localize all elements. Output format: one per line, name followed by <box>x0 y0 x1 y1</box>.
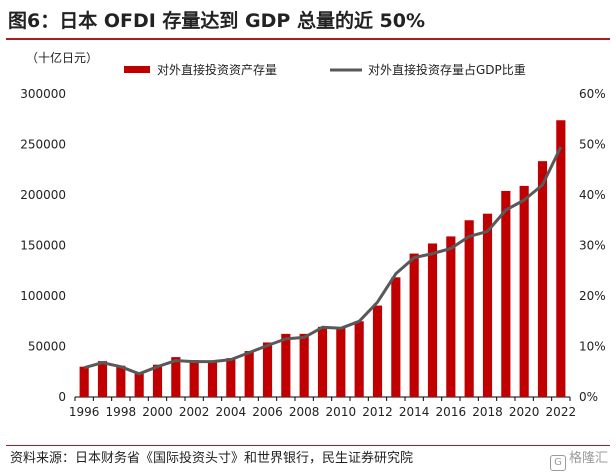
bar-1999 <box>134 372 144 397</box>
y-left-tick-label: 0 <box>58 390 66 404</box>
bar-2018 <box>482 213 493 397</box>
bar-2022 <box>556 120 566 397</box>
legend: 对外直接投资资产存量 对外直接投资存量占GDP比重 <box>124 62 526 77</box>
bar-2008 <box>299 333 309 397</box>
bar-2004 <box>226 358 236 397</box>
line-series <box>83 146 563 376</box>
bar-2012 <box>372 305 383 397</box>
x-tick-label: 2000 <box>142 405 173 419</box>
legend-line-label: 对外直接投资存量占GDP比重 <box>368 62 526 77</box>
y-left-tick-label: 50000 <box>28 340 66 354</box>
legend-bar-swatch <box>124 66 150 73</box>
y-right-tick-label: 50% <box>579 138 606 152</box>
bar-series <box>79 120 566 397</box>
bar-2003 <box>207 361 218 397</box>
bar-2020 <box>519 185 529 397</box>
y-right-ticks: 0% 10% 20% 30% 40% 50% 60% <box>579 87 606 404</box>
bar-2001 <box>171 357 181 397</box>
x-tick-label: 2012 <box>362 405 393 419</box>
x-tick-label: 1998 <box>106 405 137 419</box>
bar-1996 <box>79 366 89 397</box>
x-tick-label: 2020 <box>509 405 540 419</box>
y-left-ticks: 0 50000 100000 150000 200000 250000 300000 <box>20 87 66 404</box>
y-right-tick-label: 0% <box>579 390 598 404</box>
bar-2021 <box>537 161 548 397</box>
x-tick-label: 2004 <box>216 405 247 419</box>
y-axis-unit-label: （十亿日元） <box>26 50 98 65</box>
x-tick-label: 1996 <box>69 405 100 419</box>
y-right-tick-label: 60% <box>579 87 606 101</box>
gdp-share-line <box>83 146 563 376</box>
y-left-tick-label: 100000 <box>20 289 66 303</box>
bar-2010 <box>336 327 346 397</box>
bar-2007 <box>281 333 291 397</box>
bar-2011 <box>354 321 364 397</box>
bar-2000 <box>152 364 163 397</box>
bar-2009 <box>317 326 328 397</box>
bar-2002 <box>189 360 199 397</box>
source-divider <box>6 445 610 446</box>
bar-1997 <box>97 361 108 397</box>
x-tick-label: 2008 <box>289 405 320 419</box>
legend-bar-label: 对外直接投资资产存量 <box>157 62 277 77</box>
bar-2005 <box>244 351 254 397</box>
combo-chart: 对外直接投资资产存量 对外直接投资存量占GDP比重 （十亿日元） 0 50000 1… <box>20 50 606 419</box>
x-tick-label: 2010 <box>326 405 357 419</box>
y-left-tick-label: 300000 <box>20 87 66 101</box>
source-note: 资料来源：日本财务省《国际投资头寸》和世界银行，民生证券研究院 <box>10 451 414 466</box>
title-divider <box>6 38 610 40</box>
y-left-tick-label: 150000 <box>20 239 66 253</box>
y-left-tick-label: 250000 <box>20 138 66 152</box>
bar-2019 <box>501 190 511 397</box>
y-right-tick-label: 20% <box>579 289 606 303</box>
x-tick-label: 2018 <box>472 405 503 419</box>
bar-2016 <box>446 236 456 397</box>
watermark: G 格隆汇 <box>549 449 608 471</box>
bar-2006 <box>262 342 273 397</box>
watermark-logo: G <box>549 455 566 471</box>
bar-2017 <box>464 220 474 397</box>
bar-2014 <box>409 253 419 397</box>
bar-1998 <box>116 365 126 397</box>
x-tick-label: 2002 <box>179 405 210 419</box>
y-right-tick-label: 10% <box>579 340 606 354</box>
y-left-tick-label: 200000 <box>20 188 66 202</box>
y-right-tick-label: 40% <box>579 188 606 202</box>
axes <box>74 396 571 401</box>
x-ticks: 1996 1998 2000 2002 2004 2006 2008 2010 2012 2014… <box>69 405 576 419</box>
x-tick-label: 2006 <box>252 405 283 419</box>
y-right-tick-label: 30% <box>579 239 606 253</box>
x-tick-label: 2016 <box>436 405 467 419</box>
bar-2015 <box>427 243 438 397</box>
chart-title: 图6：日本 OFDI 存量达到 GDP 总量的近 50% <box>8 10 426 32</box>
x-tick-label: 2014 <box>399 405 430 419</box>
watermark-text: 格隆汇 <box>568 451 608 466</box>
bar-2013 <box>391 277 401 397</box>
x-tick-label: 2022 <box>546 405 577 419</box>
